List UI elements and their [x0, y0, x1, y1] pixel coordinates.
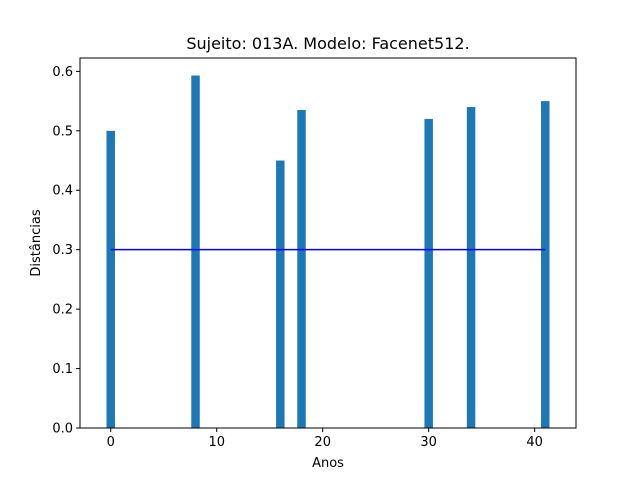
y-tick-label-3: 0.3 [52, 243, 73, 258]
y-axis-label: Distâncias [29, 209, 44, 276]
y-tick-label-5: 0.5 [52, 124, 73, 139]
x-tick-label-0: 0 [107, 435, 115, 450]
bar-1 [191, 75, 200, 429]
bar-5 [466, 107, 476, 429]
bar-0 [106, 130, 115, 428]
x-tick-label-3: 30 [420, 435, 437, 450]
x-tick-label-1: 10 [208, 435, 225, 450]
x-axis-label: Anos [312, 456, 344, 471]
plot-frame [79, 57, 577, 429]
x-axis-ticks: 0 10 20 30 40 [107, 428, 543, 450]
bar-2 [276, 160, 285, 428]
bars [106, 75, 550, 429]
y-tick-label-6: 0.6 [52, 65, 73, 80]
bar-4 [424, 118, 433, 428]
y-tick-label-4: 0.4 [52, 184, 73, 199]
bar-6 [541, 101, 550, 428]
y-tick-label-1: 0.1 [52, 362, 73, 377]
x-tick-label-2: 20 [314, 435, 331, 450]
y-tick-label-0: 0.0 [52, 422, 73, 437]
bar-3 [297, 110, 306, 429]
x-tick-label-4: 40 [526, 435, 543, 450]
y-axis-ticks: 0.0 0.1 0.2 0.3 0.4 0.5 0.6 [52, 65, 80, 437]
chart-title: Sujeito: 013A. Modelo: Facenet512. [186, 34, 469, 53]
y-tick-label-2: 0.2 [52, 303, 73, 318]
